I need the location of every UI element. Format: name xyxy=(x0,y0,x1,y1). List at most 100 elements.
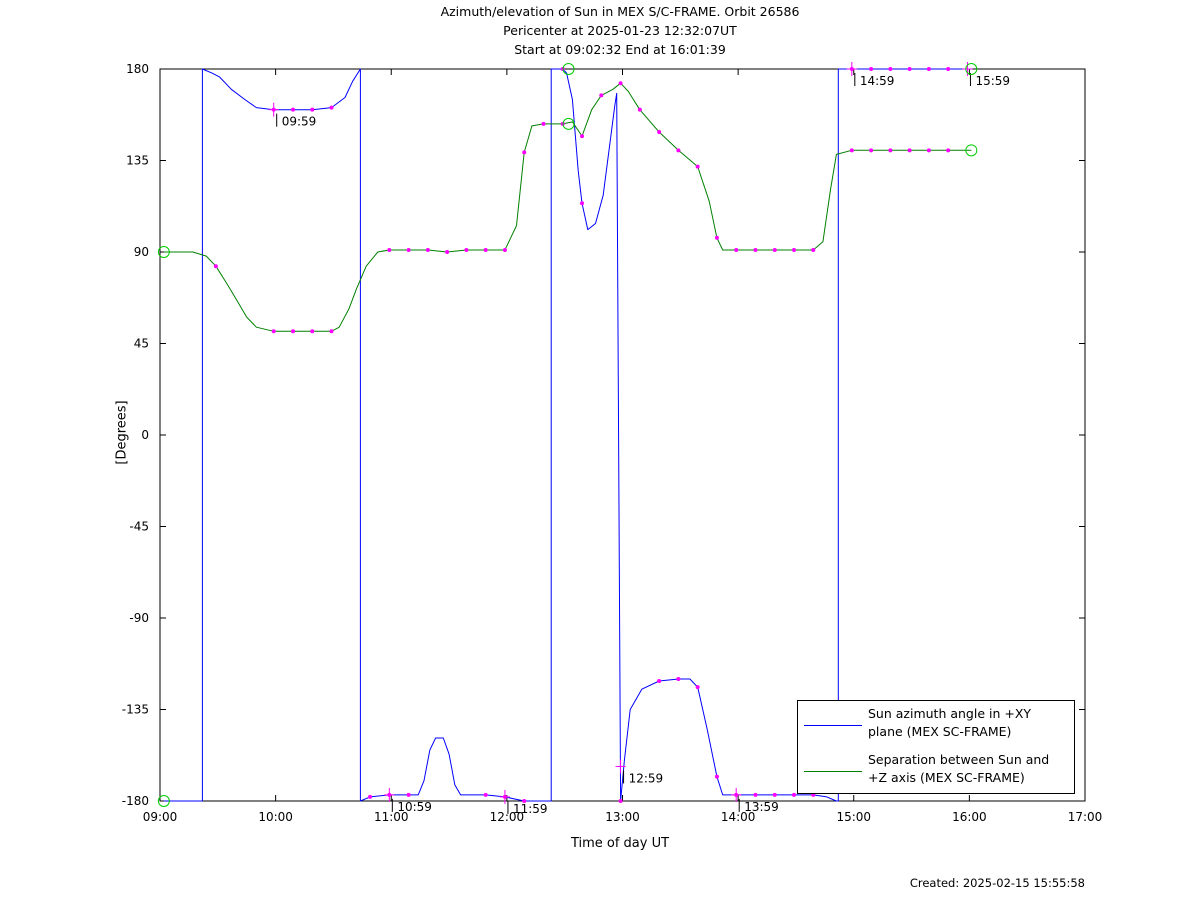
legend-label-separation-line1: Separation between Sun and xyxy=(868,752,1050,767)
start-end-marker-2 xyxy=(562,63,575,75)
series-1-point-20 xyxy=(445,250,450,254)
y-tick-label-0: 0 xyxy=(141,428,149,442)
start-end-marker-5 xyxy=(965,63,978,75)
series-0-point-20 xyxy=(406,792,411,797)
annotation-label-6: 15:59 xyxy=(975,74,1010,88)
series-0-point-51 xyxy=(676,677,681,681)
legend: Sun azimuth angle in +XY plane (MEX SC-F… xyxy=(797,700,1075,794)
series-0-point-50 xyxy=(657,679,662,684)
x-axis-label: Time of day UT xyxy=(570,836,670,851)
series-1-point-44 xyxy=(753,247,758,252)
y-tick-label-180: 180 xyxy=(126,62,149,76)
series-1-point-53 xyxy=(888,148,893,153)
series-0-point-58 xyxy=(753,792,758,797)
series-0-point-13 xyxy=(329,105,334,110)
legend-label-separation-line2: +Z axis (MEX SC-FRAME) xyxy=(868,770,1025,785)
x-tick-label-12:00: 12:00 xyxy=(490,810,525,824)
series-0-point-59 xyxy=(772,792,777,797)
y-tick-label-45: 45 xyxy=(134,337,149,351)
series-0-point-69 xyxy=(907,67,912,71)
chart-subtitle-pericenter: Pericenter at 2025-01-23 12:32:07UT xyxy=(503,23,737,38)
series-0-point-12 xyxy=(310,107,315,112)
series-1-point-30 xyxy=(580,134,585,139)
series-1-point-22 xyxy=(483,247,488,252)
series-1-point-55 xyxy=(926,148,931,153)
x-tick-label-15:00: 15:00 xyxy=(836,810,871,824)
x-tick-label-10:00: 10:00 xyxy=(258,810,293,824)
chart-title: Azimuth/elevation of Sun in MEX S/C-FRAM… xyxy=(440,4,800,19)
series-1-point-9 xyxy=(290,329,295,334)
series-1-point-27 xyxy=(541,121,546,126)
y-axis-label: [Degrees] xyxy=(114,400,130,465)
series-markers xyxy=(213,67,951,803)
start-end-marker-1 xyxy=(157,795,170,807)
series-1-point-41 xyxy=(714,235,719,240)
y-tick-label--45: -45 xyxy=(129,520,149,534)
series-1-point-19 xyxy=(425,247,430,252)
series-1-point-3 xyxy=(213,264,218,269)
series-1-point-52 xyxy=(869,148,874,153)
y-tick-label-90: 90 xyxy=(134,245,149,259)
series-line-1 xyxy=(163,82,972,332)
series-1-point-17 xyxy=(387,247,392,252)
series-1-point-18 xyxy=(406,247,411,252)
y-tick-label--135: -135 xyxy=(122,703,149,717)
series-1-point-46 xyxy=(792,247,797,252)
legend-entry-azimuth: Sun azimuth angle in +XY plane (MEX SC-F… xyxy=(798,703,1076,747)
series-1-point-8 xyxy=(271,329,276,334)
series-0-point-31 xyxy=(522,799,527,803)
legend-entry-separation: Separation between Sun and +Z axis (MEX … xyxy=(798,749,1076,793)
time-annotations: 09:59 10:59 11:59 12:59 13:59 14:59 15:59 xyxy=(157,62,1010,816)
series-0-point-55 xyxy=(714,774,719,779)
x-tick-label-09:00: 09:00 xyxy=(143,810,178,824)
series-0-point-46 xyxy=(618,799,623,803)
x-tick-label-14:00: 14:00 xyxy=(721,810,756,824)
series-1-point-34 xyxy=(618,81,623,86)
series-0-point-39 xyxy=(580,201,585,206)
series-0-point-67 xyxy=(869,67,874,71)
series-0-point-70 xyxy=(926,67,931,71)
series-0-point-60 xyxy=(792,792,797,797)
plot-frame xyxy=(159,68,1086,802)
series-line-0 xyxy=(163,68,972,802)
series-1-point-21 xyxy=(464,247,469,252)
annotation-label-1: 10:59 xyxy=(397,800,432,814)
annotation-label-5: 14:59 xyxy=(860,74,895,88)
series-1-point-23 xyxy=(502,247,507,252)
series-0-point-53 xyxy=(695,685,700,690)
series-1-point-54 xyxy=(907,148,912,153)
series-1-point-32 xyxy=(599,93,604,98)
series-1-point-47 xyxy=(811,247,816,252)
series-1-point-45 xyxy=(772,247,777,252)
series-lines xyxy=(163,68,972,802)
series-0-point-29 xyxy=(483,792,488,797)
start-end-marker-4 xyxy=(965,144,978,157)
legend-swatch-separation xyxy=(804,771,862,772)
annotation-label-4: 13:59 xyxy=(744,800,779,814)
series-1-point-51 xyxy=(849,148,854,153)
legend-swatch-azimuth xyxy=(804,725,862,726)
axis-ticks: 09:00 10:00 11:00 12:00 13:00 14:00 15:00 16:00… xyxy=(122,62,1103,824)
y-tick-label--180: -180 xyxy=(122,794,149,808)
series-1-point-38 xyxy=(676,148,681,153)
legend-label-azimuth-line1: Sun azimuth angle in +XY xyxy=(868,706,1032,721)
series-1-point-43 xyxy=(734,247,739,252)
chart-subtitle-time-range: Start at 09:02:32 End at 16:01:39 xyxy=(514,42,726,57)
annotation-label-3: 12:59 xyxy=(629,771,664,785)
start-end-marker-0 xyxy=(157,246,170,258)
series-0-point-68 xyxy=(888,67,893,71)
y-tick-label--90: -90 xyxy=(129,611,149,625)
y-tick-label-135: 135 xyxy=(126,154,149,168)
annotation-label-2: 11:59 xyxy=(513,802,548,816)
series-0-point-18 xyxy=(368,794,373,799)
series-1-point-10 xyxy=(310,329,315,334)
annotation-label-0: 09:59 xyxy=(282,115,317,129)
series-1-point-37 xyxy=(657,130,662,135)
series-1-point-56 xyxy=(946,148,951,153)
series-1-point-36 xyxy=(637,107,642,112)
created-timestamp: Created: 2025-02-15 15:55:58 xyxy=(909,876,1085,890)
series-0-point-11 xyxy=(290,107,295,112)
series-0-point-71 xyxy=(946,67,951,71)
legend-label-azimuth-line2: plane (MEX SC-FRAME) xyxy=(868,724,1012,739)
